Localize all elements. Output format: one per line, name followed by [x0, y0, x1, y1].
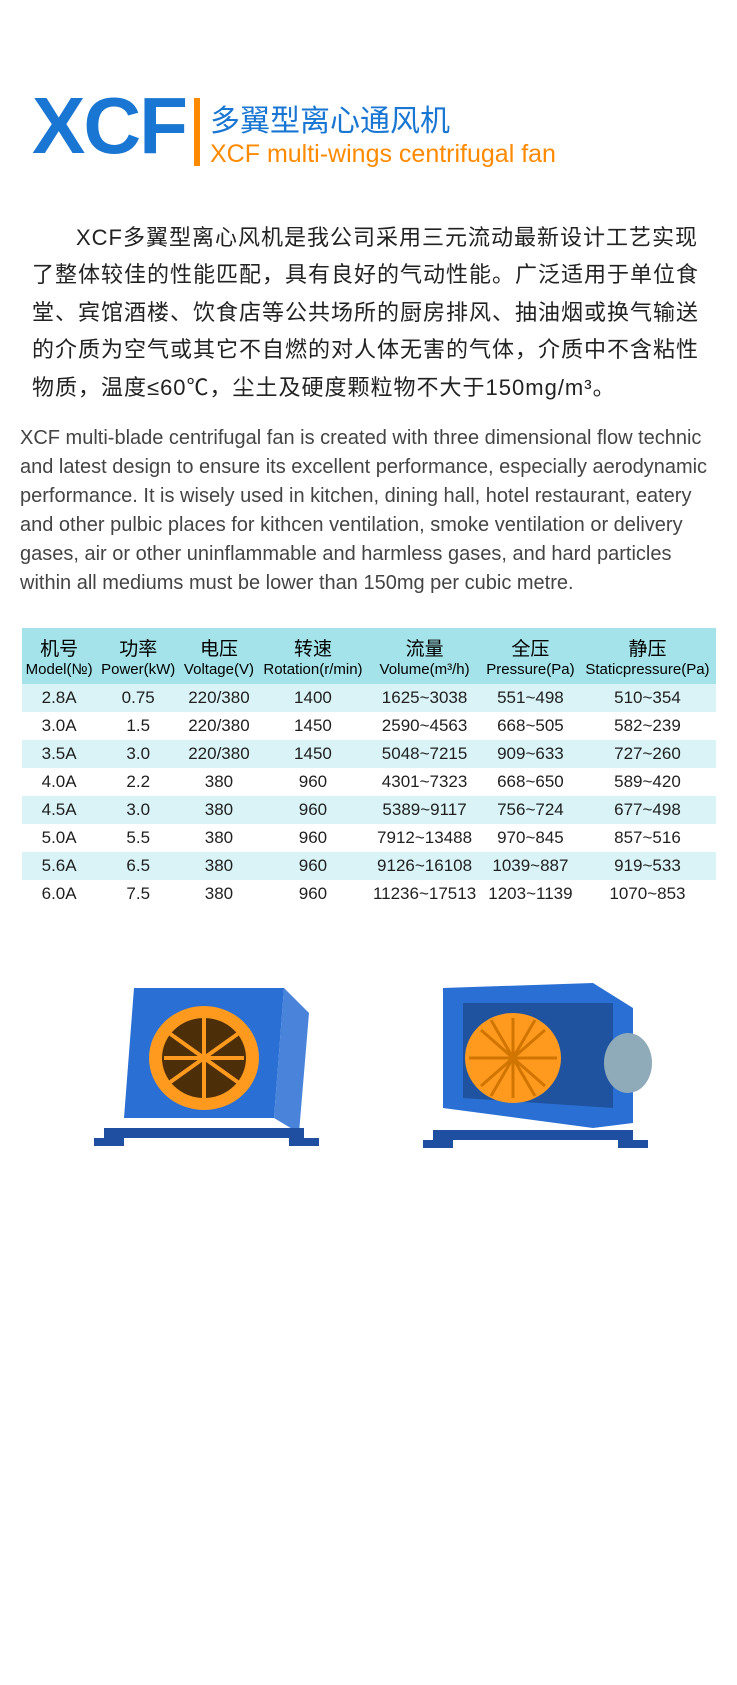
header-en: Pressure(Pa) — [483, 661, 577, 678]
table-row: 4.5A3.03809605389~9117756~724677~498 — [22, 796, 716, 824]
table-cell: 380 — [180, 768, 259, 796]
table-cell: 7.5 — [97, 880, 180, 908]
title-chinese: 多翼型离心通风机 — [210, 96, 556, 140]
table-cell: 2590~4563 — [368, 712, 482, 740]
table-cell: 3.0 — [97, 796, 180, 824]
table-cell: 960 — [258, 796, 367, 824]
table-cell: 4.0A — [22, 768, 97, 796]
table-header-cell: 功率Power(kW) — [97, 628, 180, 684]
document-header: XCF 多翼型离心通风机 XCF multi-wings centrifugal… — [0, 0, 737, 189]
table-cell: 2.2 — [97, 768, 180, 796]
table-header-cell: 全压Pressure(Pa) — [481, 628, 579, 684]
table-cell: 4.5A — [22, 796, 97, 824]
table-cell: 11236~17513 — [368, 880, 482, 908]
description-chinese: XCF多翼型离心风机是我公司采用三元流动最新设计工艺实现了整体较佳的性能匹配，具… — [0, 189, 737, 406]
table-cell: 5.5 — [97, 824, 180, 852]
table-cell: 6.0A — [22, 880, 97, 908]
table-cell: 220/380 — [180, 740, 259, 768]
header-cn: 机号 — [24, 634, 95, 661]
header-cn: 转速 — [260, 634, 365, 661]
table-cell: 1039~887 — [481, 852, 579, 880]
table-cell: 0.75 — [97, 684, 180, 712]
table-cell: 756~724 — [481, 796, 579, 824]
header-cn: 电压 — [182, 634, 257, 661]
table-header-cell: 静压Staticpressure(Pa) — [579, 628, 715, 684]
table-cell: 857~516 — [579, 824, 715, 852]
product-code: XCF — [32, 90, 186, 162]
table-cell: 960 — [258, 852, 367, 880]
table-cell: 1450 — [258, 740, 367, 768]
table-body: 2.8A0.75220/38014001625~3038551~498510~3… — [22, 684, 716, 908]
table-cell: 3.0A — [22, 712, 97, 740]
table-cell: 3.0 — [97, 740, 180, 768]
table-row: 2.8A0.75220/38014001625~3038551~498510~3… — [22, 684, 716, 712]
title-english: XCF multi-wings centrifugal fan — [210, 140, 556, 169]
table-cell: 220/380 — [180, 684, 259, 712]
table-cell: 960 — [258, 824, 367, 852]
table-cell: 960 — [258, 768, 367, 796]
table-cell: 970~845 — [481, 824, 579, 852]
table-header-cell: 电压Voltage(V) — [180, 628, 259, 684]
table-cell: 5048~7215 — [368, 740, 482, 768]
fan-image-side — [403, 958, 663, 1178]
table-cell: 510~354 — [579, 684, 715, 712]
table-cell: 551~498 — [481, 684, 579, 712]
fan-image-front — [74, 958, 334, 1178]
table-cell: 960 — [258, 880, 367, 908]
table-header-cell: 转速Rotation(r/min) — [258, 628, 367, 684]
table-cell: 380 — [180, 852, 259, 880]
table-cell: 909~633 — [481, 740, 579, 768]
table-cell: 5.6A — [22, 852, 97, 880]
product-images — [0, 958, 737, 1178]
table-cell: 1400 — [258, 684, 367, 712]
header-en: Power(kW) — [99, 661, 178, 678]
table-header-cell: 机号Model(№) — [22, 628, 97, 684]
header-en: Rotation(r/min) — [260, 661, 365, 678]
table-cell: 9126~16108 — [368, 852, 482, 880]
table-cell: 220/380 — [180, 712, 259, 740]
table-cell: 7912~13488 — [368, 824, 482, 852]
table-cell: 5389~9117 — [368, 796, 482, 824]
table-cell: 582~239 — [579, 712, 715, 740]
table-cell: 1.5 — [97, 712, 180, 740]
table-cell: 380 — [180, 880, 259, 908]
table-cell: 3.5A — [22, 740, 97, 768]
table-cell: 919~533 — [579, 852, 715, 880]
header-cn: 静压 — [581, 634, 713, 661]
table-row: 3.5A3.0220/38014505048~7215909~633727~26… — [22, 740, 716, 768]
table-cell: 4301~7323 — [368, 768, 482, 796]
table-cell: 589~420 — [579, 768, 715, 796]
table-cell: 1070~853 — [579, 880, 715, 908]
description-english: XCF multi-blade centrifugal fan is creat… — [0, 406, 737, 598]
table-cell: 5.0A — [22, 824, 97, 852]
header-cn: 全压 — [483, 634, 577, 661]
table-row: 4.0A2.23809604301~7323668~650589~420 — [22, 768, 716, 796]
table-header-cell: 流量Volume(m³/h) — [368, 628, 482, 684]
table-cell: 668~505 — [481, 712, 579, 740]
table-cell: 1450 — [258, 712, 367, 740]
table-cell: 727~260 — [579, 740, 715, 768]
spec-table: 机号Model(№)功率Power(kW)电压Voltage(V)转速Rotat… — [22, 628, 716, 908]
header-en: Model(№) — [24, 661, 95, 678]
table-cell: 668~650 — [481, 768, 579, 796]
table-cell: 2.8A — [22, 684, 97, 712]
table-cell: 380 — [180, 824, 259, 852]
header-cn: 流量 — [370, 634, 480, 661]
table-cell: 1625~3038 — [368, 684, 482, 712]
table-cell: 6.5 — [97, 852, 180, 880]
table-row: 5.6A6.53809609126~161081039~887919~533 — [22, 852, 716, 880]
title-divider — [194, 98, 200, 166]
header-en: Staticpressure(Pa) — [581, 661, 713, 678]
title-stack: 多翼型离心通风机 XCF multi-wings centrifugal fan — [210, 90, 556, 169]
table-row: 5.0A5.53809607912~13488970~845857~516 — [22, 824, 716, 852]
header-cn: 功率 — [99, 634, 178, 661]
table-cell: 677~498 — [579, 796, 715, 824]
table-cell: 1203~1139 — [481, 880, 579, 908]
header-en: Voltage(V) — [182, 661, 257, 678]
table-row: 3.0A1.5220/38014502590~4563668~505582~23… — [22, 712, 716, 740]
table-header-row: 机号Model(№)功率Power(kW)电压Voltage(V)转速Rotat… — [22, 628, 716, 684]
table-row: 6.0A7.538096011236~175131203~11391070~85… — [22, 880, 716, 908]
header-en: Volume(m³/h) — [370, 661, 480, 678]
table-cell: 380 — [180, 796, 259, 824]
